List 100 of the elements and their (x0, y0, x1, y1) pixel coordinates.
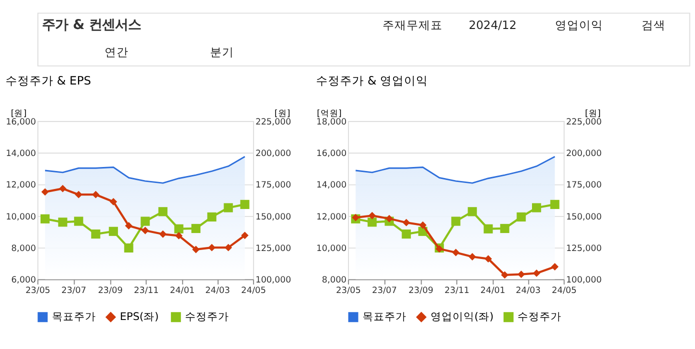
legend-label: 수정주가 (185, 310, 230, 323)
x-tick-label: 24/05 (241, 286, 266, 296)
text: 주재무제표 (382, 18, 442, 32)
x-tick-label: 23/11 (134, 286, 159, 296)
point (140, 216, 150, 226)
point (386, 214, 393, 222)
x-tick-label: 23/05 (336, 286, 361, 296)
y-tick-label: 10,000 (316, 244, 347, 254)
point (108, 226, 118, 236)
point (174, 224, 184, 234)
point (241, 232, 249, 240)
point (532, 269, 540, 277)
point (158, 207, 168, 216)
point (452, 248, 460, 256)
point (92, 190, 100, 198)
legend-label: 영업이익(좌) (430, 310, 494, 323)
point (484, 255, 492, 263)
y-tick-label: 18,000 (316, 117, 347, 128)
x-tick-label: 24/01 (480, 286, 506, 296)
y2-axis-title: [원] (585, 108, 601, 119)
point (40, 214, 50, 224)
point (402, 218, 410, 226)
point (175, 232, 183, 240)
text: 2024/12 (468, 18, 517, 32)
y2-tick-label: 150,000 (566, 212, 602, 222)
y-tick-label: 16,000 (316, 149, 347, 160)
point (402, 230, 411, 239)
y-tick-label: 14,000 (6, 149, 36, 160)
y-tick-label: 12,000 (316, 212, 347, 222)
point (501, 271, 508, 279)
point (74, 190, 82, 198)
legend-label: EPS(좌) (120, 310, 159, 323)
y2-tick-label: 100,000 (566, 276, 602, 286)
text: 영업이익 (555, 18, 604, 32)
point (468, 207, 477, 216)
chart-title: 수정주가 & EPS (5, 74, 92, 88)
legend-label: 목표주가 (52, 310, 96, 323)
y-tick-label: 6,000 (11, 276, 36, 286)
x-tick-label: 24/03 (205, 286, 230, 296)
point (191, 224, 200, 234)
y2-tick-label: 175,000 (255, 180, 292, 191)
point (59, 184, 66, 192)
point (518, 270, 525, 278)
point (224, 244, 232, 252)
y-tick-label: 10,000 (6, 212, 36, 222)
point (240, 200, 250, 209)
point (159, 230, 167, 238)
point (368, 218, 377, 227)
point (468, 253, 476, 260)
point (58, 218, 68, 227)
y2-tick-label: 175,000 (566, 180, 602, 191)
text: 주가 & 컨센서스 (42, 18, 142, 33)
text: 연간 (104, 45, 128, 60)
y2-tick-label: 125,000 (566, 244, 602, 254)
point (110, 198, 118, 206)
point (368, 212, 376, 220)
y2-tick-label: 100,000 (255, 276, 292, 286)
x-tick-label: 23/11 (444, 286, 470, 296)
point (551, 263, 559, 270)
point (74, 216, 84, 226)
y2-tick-label: 200,000 (566, 149, 602, 160)
point (41, 188, 49, 196)
y2-tick-label: 150,000 (255, 212, 292, 222)
y-tick-label: 12,000 (6, 180, 36, 191)
point (125, 222, 132, 230)
y2-axis-title: [원] (274, 108, 290, 119)
point (550, 200, 560, 209)
point (192, 246, 200, 254)
chart-title: 수정주가 & 영업이익 (316, 74, 428, 88)
text: 검색 (641, 18, 666, 32)
point (91, 230, 100, 239)
y-tick-label: 8,000 (11, 244, 36, 254)
point (500, 224, 510, 234)
point (451, 216, 460, 226)
point (208, 244, 216, 252)
y-axis-title: [억원] (316, 108, 342, 119)
y2-tick-label: 200,000 (255, 149, 292, 160)
y-axis-title: [원] (10, 108, 27, 119)
point (419, 221, 427, 229)
legend-label: 수정주가 (518, 310, 562, 323)
point (124, 243, 134, 253)
point (207, 212, 216, 222)
x-tick-label: 23/07 (61, 286, 86, 296)
y2-tick-label: 125,000 (255, 244, 292, 254)
y-tick-label: 14,000 (316, 180, 347, 191)
x-tick-label: 23/07 (372, 286, 397, 296)
y2-tick-label: 225,000 (566, 117, 602, 128)
text: 분기 (210, 45, 234, 60)
point (484, 224, 493, 234)
x-tick-label: 24/03 (516, 286, 541, 296)
y-tick-label: 16,000 (6, 117, 36, 128)
y2-tick-label: 225,000 (255, 117, 292, 128)
x-tick-label: 24/05 (552, 286, 577, 296)
x-tick-label: 24/01 (170, 286, 195, 296)
point (224, 203, 233, 212)
legend-label: 목표주가 (362, 310, 406, 323)
x-tick-label: 23/05 (25, 286, 50, 296)
point (516, 212, 526, 222)
point (532, 203, 542, 212)
y-tick-label: 8,000 (322, 276, 347, 286)
